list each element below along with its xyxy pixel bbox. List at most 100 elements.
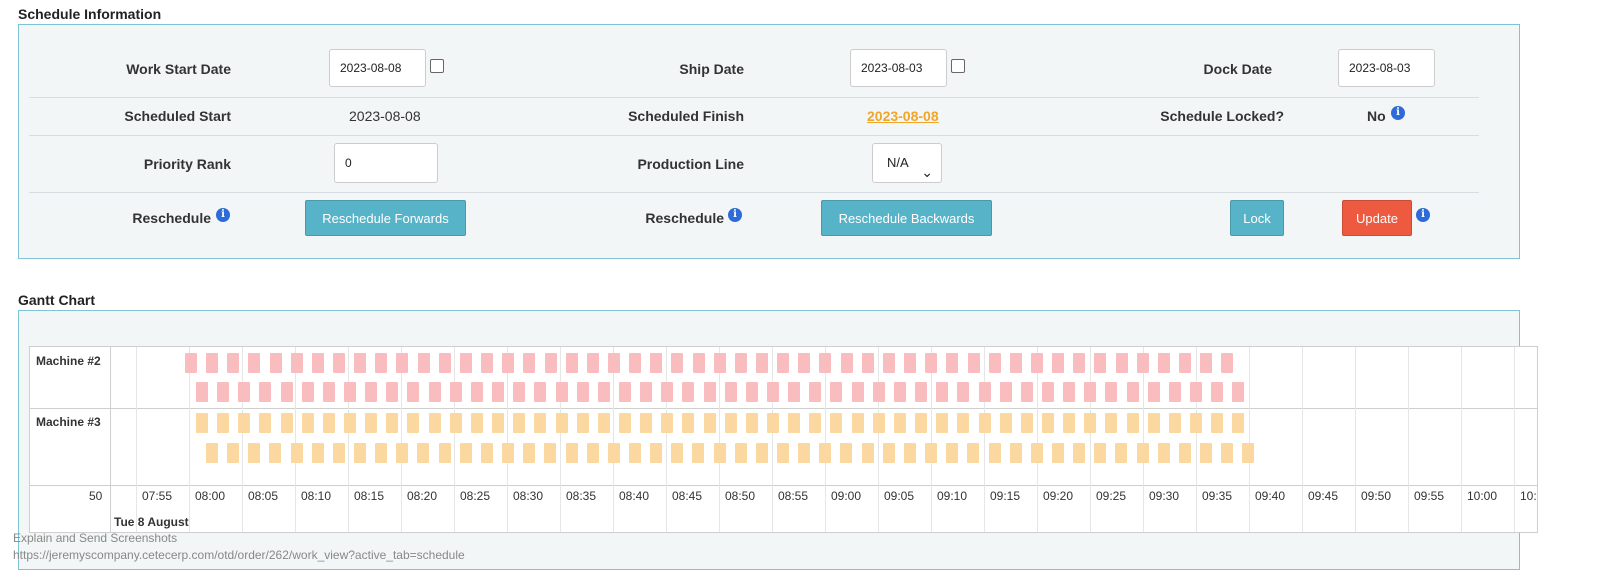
gantt-task-bar <box>1211 382 1223 402</box>
gantt-task-bar <box>682 413 694 433</box>
gantt-tick-label: 09:40 <box>1255 489 1286 503</box>
chevron-down-icon: ⌄ <box>921 164 933 180</box>
gantt-task-bar <box>798 443 810 463</box>
gantt-task-bar <box>1052 353 1064 373</box>
gantt-task-bar <box>852 413 864 433</box>
gantt-task-bar <box>894 382 906 402</box>
gantt-task-bar <box>545 353 557 373</box>
gantt-grid-line <box>1196 347 1197 532</box>
gantt-tick-label: 08:25 <box>460 489 491 503</box>
gantt-task-bar <box>1127 382 1139 402</box>
footer-url-text: https://jeremyscompany.cetecerp.com/otd/… <box>13 548 465 562</box>
update-button[interactable]: Update <box>1342 200 1412 236</box>
gantt-tick-label: 09:55 <box>1414 489 1445 503</box>
gantt-task-bar <box>1000 413 1012 433</box>
gantt-task-bar <box>608 443 620 463</box>
gantt-task-bar <box>1190 413 1202 433</box>
gantt-tick-label: 08:45 <box>672 489 703 503</box>
gantt-chart: Machine #2 Machine #3 Tue 8 August 50 07:… <box>29 346 1538 533</box>
gantt-task-bar <box>1179 443 1191 463</box>
gantt-task-bar <box>894 413 906 433</box>
gantt-task-bar <box>809 413 821 433</box>
gantt-tick-label: 09:35 <box>1202 489 1233 503</box>
gantt-task-bar <box>1137 443 1149 463</box>
dock-date-input[interactable] <box>1338 49 1435 87</box>
gantt-task-bar <box>354 443 366 463</box>
gantt-tick-label: 08:40 <box>619 489 650 503</box>
gantt-task-bar <box>682 382 694 402</box>
gantt-task-bar <box>1242 443 1254 463</box>
gantt-task-bar <box>460 443 472 463</box>
production-line-label: Production Line <box>637 156 744 172</box>
gantt-task-bar <box>217 413 229 433</box>
work-start-input[interactable] <box>329 49 426 87</box>
gantt-axis-divider <box>30 485 1537 486</box>
gantt-tick-label: 08:20 <box>407 489 438 503</box>
gantt-task-bar <box>925 443 937 463</box>
ship-date-input[interactable] <box>850 49 947 87</box>
gantt-task-bar <box>429 382 441 402</box>
gantt-task-bar <box>365 382 377 402</box>
production-line-select[interactable]: N/A ⌄ <box>872 143 942 183</box>
gantt-task-bar <box>725 382 737 402</box>
gantt-task-bar <box>946 443 958 463</box>
gantt-task-bar <box>587 443 599 463</box>
gantt-grid-line <box>1302 347 1303 532</box>
gantt-tick-label: 09:30 <box>1149 489 1180 503</box>
scheduled-finish-link[interactable]: 2023-08-08 <box>867 108 939 124</box>
machine-label: Machine #3 <box>36 415 101 429</box>
gantt-task-bar <box>534 413 546 433</box>
update-info-icon[interactable]: i <box>1416 208 1430 222</box>
gantt-row-divider <box>30 408 1537 409</box>
gantt-task-bar <box>830 382 842 402</box>
gantt-task-bar <box>206 443 218 463</box>
gantt-task-bar <box>692 443 704 463</box>
gantt-task-bar <box>830 413 842 433</box>
priority-rank-input[interactable] <box>334 143 438 183</box>
gantt-tick-label: 10:00 <box>1467 489 1498 503</box>
gantt-task-bar <box>862 443 874 463</box>
gantt-task-bar <box>450 382 462 402</box>
gantt-task-bar <box>513 382 525 402</box>
gantt-task-bar <box>693 353 705 373</box>
gantt-task-bar <box>619 413 631 433</box>
gantt-task-bar <box>323 413 335 433</box>
locked-info-icon[interactable]: i <box>1391 106 1405 120</box>
gantt-task-bar <box>344 382 356 402</box>
gantt-grid-line <box>1249 347 1250 532</box>
ship-date-checkbox[interactable] <box>951 59 965 73</box>
gantt-task-bar <box>227 443 239 463</box>
gantt-task-bar <box>556 382 568 402</box>
row-divider <box>29 97 1479 98</box>
work-start-checkbox[interactable] <box>430 59 444 73</box>
gantt-task-bar <box>1179 353 1191 373</box>
reschedule-backward-info-icon[interactable]: i <box>728 208 742 222</box>
gantt-task-bar <box>386 413 398 433</box>
gantt-task-bar <box>523 353 535 373</box>
gantt-task-bar <box>1042 413 1054 433</box>
gantt-task-bar <box>841 353 853 373</box>
gantt-task-bar <box>386 382 398 402</box>
gantt-task-bar <box>248 353 260 373</box>
gantt-task-bar <box>873 382 885 402</box>
gantt-task-bar <box>291 353 303 373</box>
reschedule-forward-info-icon[interactable]: i <box>216 208 230 222</box>
gantt-task-bar <box>1021 382 1033 402</box>
gantt-grid-line <box>401 347 402 532</box>
gantt-task-bar <box>1031 443 1043 463</box>
gantt-task-bar <box>450 413 462 433</box>
gantt-task-bar <box>671 443 683 463</box>
gantt-task-bar <box>492 413 504 433</box>
gantt-task-bar <box>746 413 758 433</box>
gantt-task-bar <box>777 443 789 463</box>
reschedule-forwards-button[interactable]: Reschedule Forwards <box>305 200 466 236</box>
gantt-task-bar <box>248 443 260 463</box>
gantt-task-bar <box>1169 382 1181 402</box>
lock-button[interactable]: Lock <box>1230 200 1284 236</box>
gantt-task-bar <box>862 353 874 373</box>
reschedule-backwards-button[interactable]: Reschedule Backwards <box>821 200 992 236</box>
ship-date-label: Ship Date <box>679 61 744 77</box>
gantt-task-bar <box>439 353 451 373</box>
gantt-task-bar <box>979 413 991 433</box>
gantt-grid-line <box>560 347 561 532</box>
